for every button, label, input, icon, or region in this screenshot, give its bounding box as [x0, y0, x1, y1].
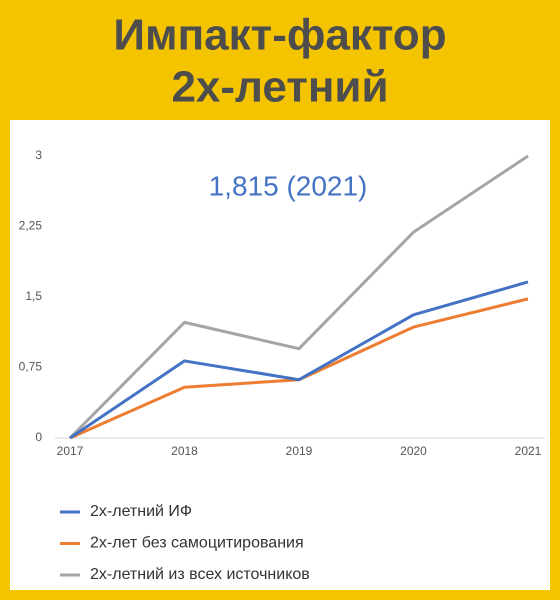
x-tick-label: 2017 — [57, 444, 84, 458]
series-line — [69, 280, 529, 440]
y-tick-label: 2,25 — [19, 219, 43, 233]
chart-title: Импакт-фактор — [113, 11, 446, 60]
x-tick-label: 2020 — [400, 444, 427, 458]
y-tick-label: 0,75 — [19, 360, 43, 374]
y-tick-label: 3 — [35, 148, 42, 162]
series-line — [68, 154, 529, 440]
y-tick-label: 0 — [35, 430, 42, 444]
plot-panel — [10, 120, 550, 590]
chart-subtitle: 2х-летний — [171, 63, 388, 112]
x-tick-label: 2019 — [286, 444, 313, 458]
y-tick-label: 1,5 — [25, 289, 42, 303]
legend-label: 2х-лет без самоцитирования — [90, 535, 304, 552]
annotation: 1,815 (2021) — [209, 170, 368, 201]
legend-label: 2х-летний из всех источников — [90, 566, 310, 583]
x-tick-label: 2018 — [171, 444, 198, 458]
x-tick-label: 2021 — [515, 444, 542, 458]
legend-label: 2х-летний ИФ — [90, 503, 192, 520]
